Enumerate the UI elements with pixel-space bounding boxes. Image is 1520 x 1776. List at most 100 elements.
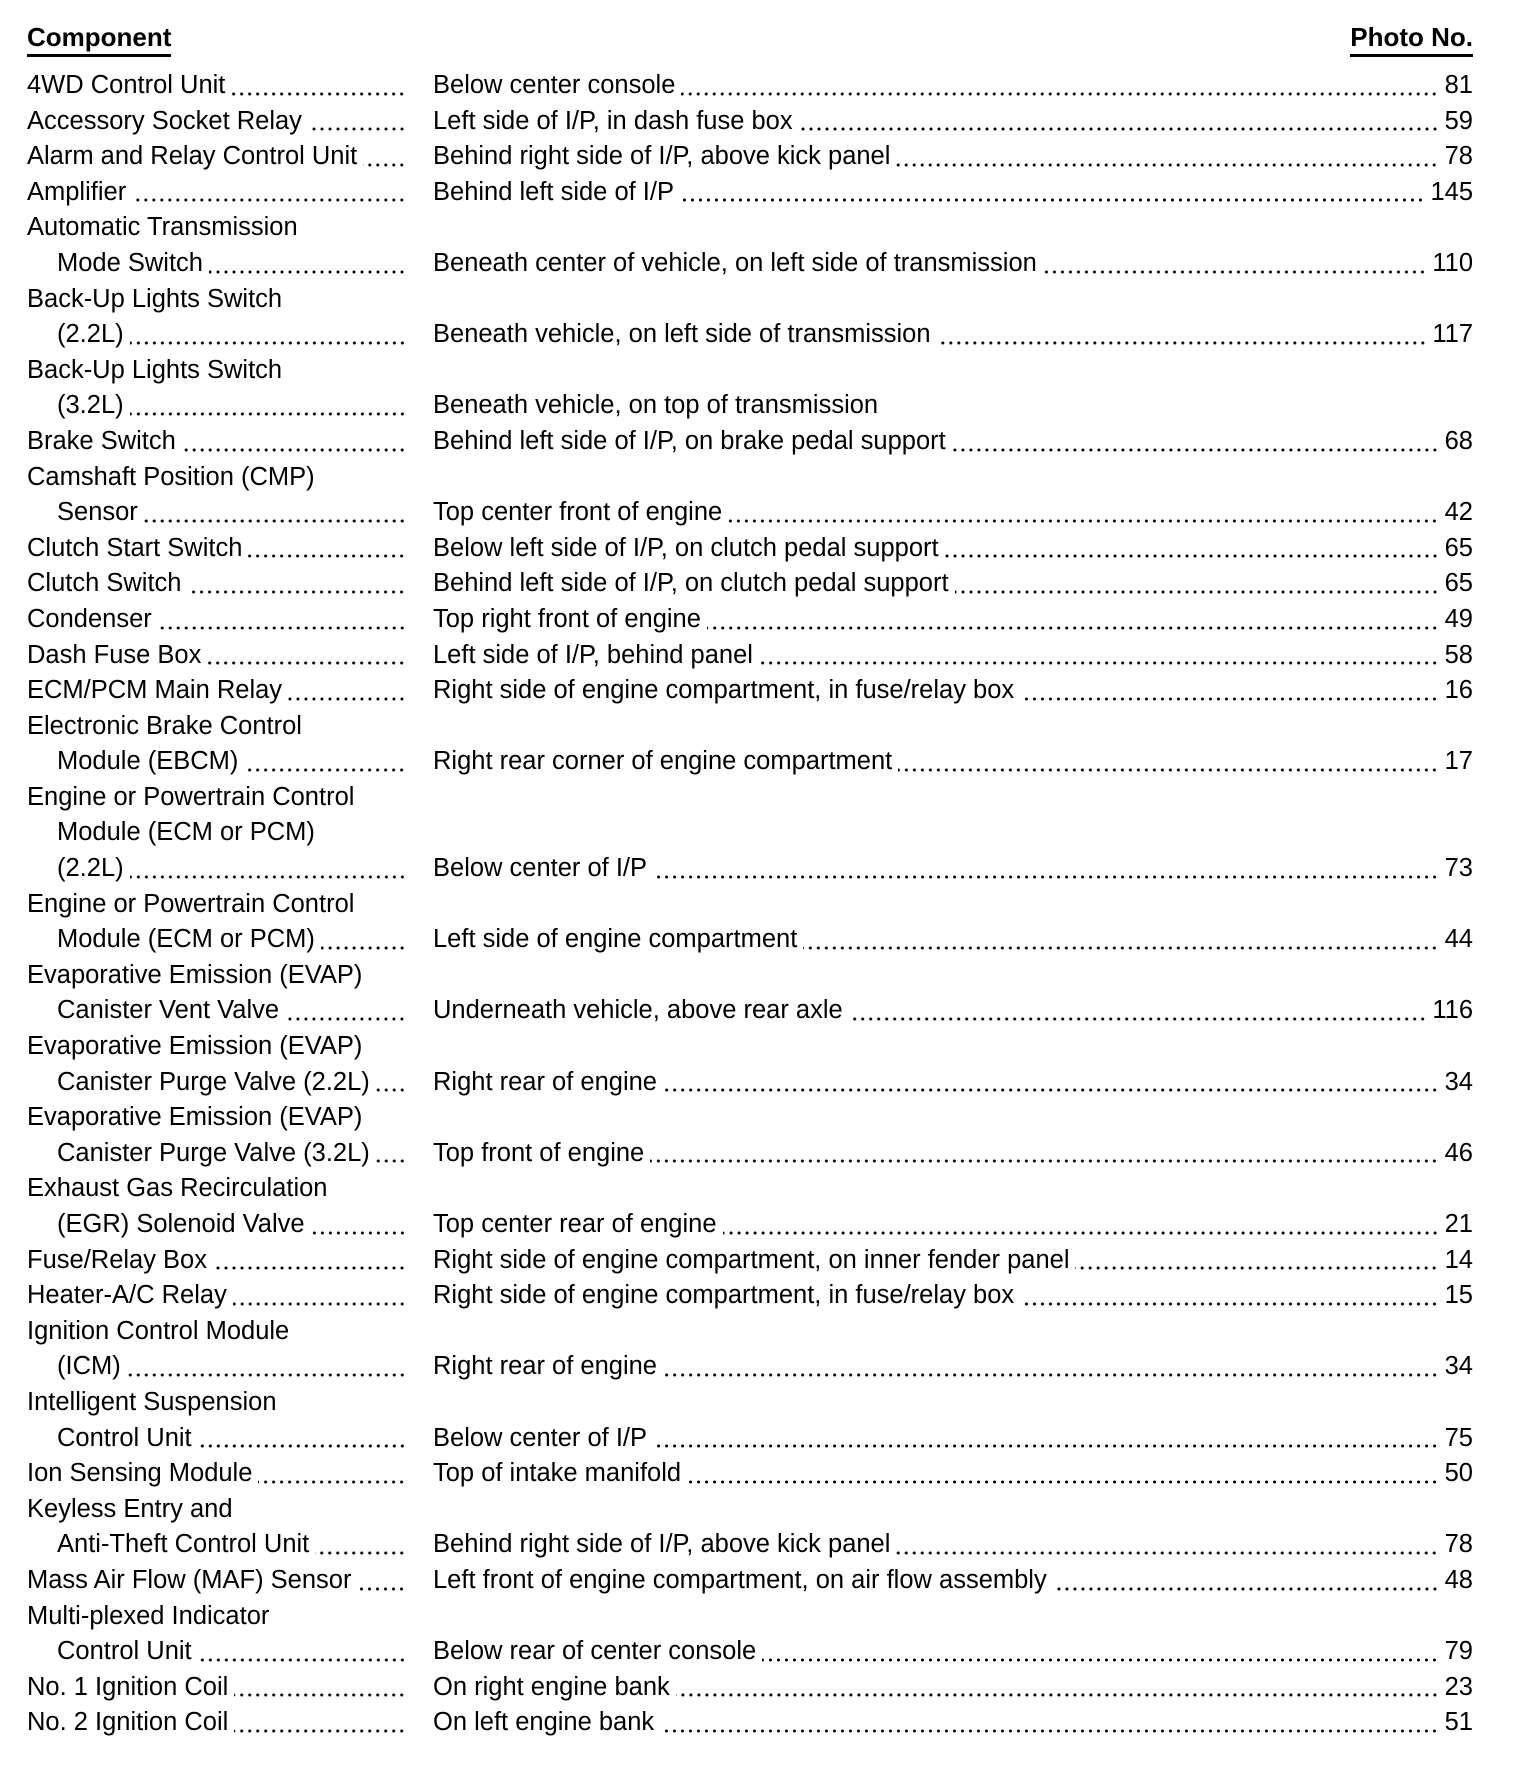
table-row: Module (ECM or PCM) Left side of engine c… [27, 922, 1473, 958]
table-row: Clutch Start Switch Below left side of I/… [27, 530, 1473, 567]
component-name: Engine or Powertrain Control [27, 782, 355, 811]
component-name: Heater-A/C Relay [27, 1281, 227, 1310]
table-row-continuation: Ignition Control Module [27, 1314, 1473, 1350]
component-cell: Evaporative Emission (EVAP) [27, 958, 412, 994]
component-name: Clutch Switch [27, 569, 182, 598]
dot-leader [234, 1705, 406, 1741]
location-text: Right side of engine compartment, in fus… [433, 1281, 1015, 1310]
photo-number: 50 [1444, 1459, 1473, 1488]
component-cell: Intelligent Suspension [27, 1385, 412, 1421]
component-name: 4WD Control Unit [27, 71, 226, 99]
dot-leader [896, 139, 1439, 175]
component-cell: Canister Purge Valve (2.2L) [27, 1064, 412, 1101]
location-cell: Below left side of I/P, on clutch pedal … [433, 530, 1473, 567]
dot-leader [1052, 1562, 1439, 1599]
component-locator-table: 4WD Control Unit Below center console 81 Ac… [27, 68, 1473, 1741]
location-cell: Right rear of engine 34 [433, 1064, 1473, 1101]
component-cell: Module (EBCM) [27, 744, 412, 780]
component-name: Back-Up Lights Switch [27, 355, 283, 384]
photo-number: 21 [1444, 1210, 1473, 1238]
component-cell: Control Unit [27, 1420, 412, 1457]
table-row: Sensor Top center front of engine 42 [27, 495, 1473, 531]
location-cell: Top center rear of engine 21 [433, 1207, 1473, 1243]
photo-number: 81 [1444, 71, 1473, 99]
dot-leader [197, 1420, 406, 1457]
dot-leader [288, 673, 406, 709]
location-text: Left side of engine compartment [433, 925, 798, 954]
component-cell: Anti-Theft Control Unit [27, 1527, 412, 1563]
component-name: (3.2L) [57, 391, 124, 420]
dot-leader [662, 1064, 1439, 1101]
location-text: On right engine bank [433, 1672, 670, 1701]
location-cell: Below center of I/P 75 [433, 1420, 1473, 1457]
photo-number: 16 [1444, 676, 1473, 705]
location-cell: Beneath vehicle, on top of transmission [433, 388, 1473, 424]
location-cell: Left side of I/P, behind panel 58 [433, 637, 1473, 674]
photo-number: 75 [1444, 1423, 1473, 1452]
photo-number: 65 [1444, 533, 1473, 562]
location-text: Left front of engine compartment, on air… [433, 1565, 1047, 1594]
component-name: Evaporative Emission (EVAP) [27, 1032, 363, 1061]
table-row: No. 1 Ignition Coil On right engine bank 2… [27, 1669, 1473, 1706]
location-text: Below center of I/P [433, 1423, 648, 1452]
component-name: Evaporative Emission (EVAP) [27, 960, 363, 989]
location-text: Beneath vehicle, on top of transmission [433, 391, 879, 420]
dot-leader [798, 103, 1439, 140]
component-name: Engine or Powertrain Control [27, 889, 355, 918]
location-cell: Left side of engine compartment 44 [433, 922, 1473, 958]
component-cell: Exhaust Gas Recirculation [27, 1171, 412, 1207]
table-row: (ICM) Right rear of engine 34 [27, 1349, 1473, 1385]
table-row-continuation: Automatic Transmission [27, 210, 1473, 246]
component-cell: Accessory Socket Relay [27, 103, 412, 140]
component-cell: Camshaft Position (CMP) [27, 460, 412, 496]
photo-number: 46 [1444, 1138, 1473, 1167]
table-row-continuation: Evaporative Emission (EVAP) [27, 958, 1473, 994]
component-cell: (2.2L) [27, 851, 412, 887]
location-cell: Below center of I/P 73 [433, 851, 1473, 887]
component-cell: (3.2L) [27, 388, 412, 424]
component-name: Keyless Entry and [27, 1494, 233, 1523]
table-row: Mass Air Flow (MAF) Sensor Left front of … [27, 1562, 1473, 1599]
table-row-continuation: Back-Up Lights Switch [27, 353, 1473, 389]
component-cell: Amplifier [27, 174, 412, 211]
location-text: Left side of I/P, behind panel [433, 640, 753, 669]
dot-leader [129, 388, 406, 424]
component-name: Control Unit [57, 1637, 192, 1666]
dot-leader [653, 851, 1439, 887]
photo-number: 78 [1444, 1530, 1473, 1559]
photo-number: 58 [1444, 640, 1473, 669]
component-name: Amplifier [27, 177, 127, 206]
component-name: Canister Purge Valve (2.2L) [57, 1067, 370, 1096]
component-cell: Clutch Start Switch [27, 530, 412, 567]
table-row: Canister Purge Valve (2.2L) Right rear of… [27, 1064, 1473, 1101]
component-cell: (2.2L) [27, 317, 412, 353]
component-name: Electronic Brake Control [27, 711, 302, 740]
dot-leader [662, 1349, 1439, 1385]
dot-leader [248, 530, 406, 567]
table-row: Accessory Socket Relay Left side of I/P, … [27, 103, 1473, 140]
component-cell: Canister Vent Valve [27, 993, 412, 1030]
photo-number: 78 [1444, 142, 1473, 171]
table-row-continuation: Evaporative Emission (EVAP) [27, 1029, 1473, 1065]
table-row: (2.2L) Below center of I/P 73 [27, 851, 1473, 887]
component-cell: Electronic Brake Control [27, 709, 412, 745]
location-cell: Behind right side of I/P, above kick pan… [433, 1527, 1473, 1563]
location-text: Right rear of engine [433, 1067, 657, 1096]
location-text: Right side of engine compartment, on inn… [433, 1245, 1070, 1274]
table-row: Clutch Switch Behind left side of I/P, on… [27, 566, 1473, 602]
table-row: Control Unit Below center of I/P 75 [27, 1420, 1473, 1457]
location-cell: Below center console 81 [433, 68, 1473, 104]
location-text: Below center of I/P [433, 854, 648, 883]
component-cell: Ion Sensing Module [27, 1456, 412, 1492]
dot-leader [803, 922, 1439, 958]
location-cell: Top right front of engine 49 [433, 601, 1473, 638]
component-name: Module (ECM or PCM) [57, 818, 315, 847]
dot-leader [675, 1669, 1439, 1706]
location-text: Beneath center of vehicle, on left side … [433, 248, 1037, 277]
component-cell: Heater-A/C Relay [27, 1278, 412, 1314]
component-name: Module (ECM or PCM) [57, 925, 315, 954]
component-cell: Module (ECM or PCM) [27, 815, 412, 851]
location-cell: Behind left side of I/P 145 [433, 174, 1473, 211]
photo-number: 34 [1444, 1067, 1473, 1096]
component-cell: Dash Fuse Box [27, 637, 412, 674]
